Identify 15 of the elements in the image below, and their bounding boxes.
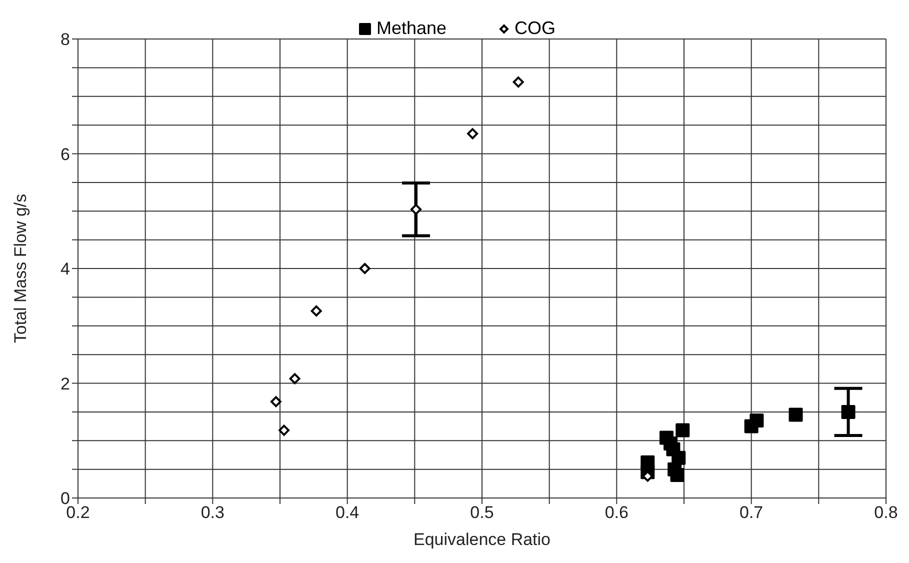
legend-label: Methane [375, 18, 447, 39]
x-tick-label: 0.7 [740, 503, 764, 522]
x-tick-label: 0.5 [470, 503, 494, 522]
y-tick-label: 2 [60, 374, 70, 394]
x-tick-label: 0.6 [604, 503, 628, 522]
x-tick-label: 0.3 [200, 503, 224, 522]
x-tick-label: 0.4 [336, 503, 360, 522]
y-tick-label: 6 [60, 144, 70, 164]
y-axis-title: Total Mass Flow g/s [11, 194, 30, 344]
x-tick-label: 0.2 [66, 503, 90, 522]
x-tick-label: 0.8 [874, 503, 898, 522]
y-tick-label: 8 [60, 30, 70, 50]
x-axis-title: Equivalence Ratio [413, 530, 551, 549]
y-tick-label: 4 [60, 260, 70, 279]
legend-label: COG [514, 18, 556, 39]
